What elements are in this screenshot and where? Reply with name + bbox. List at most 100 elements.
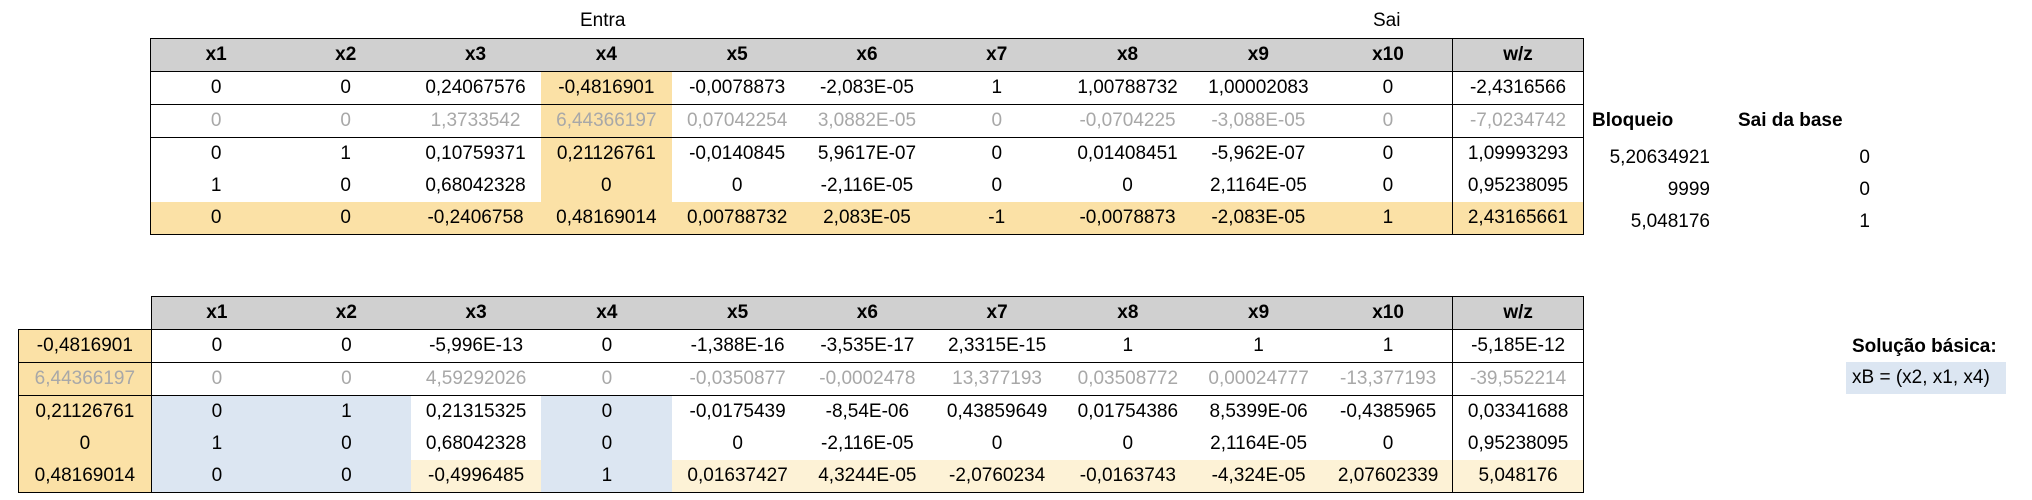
row-multiplier: 0,21126761 [18, 395, 152, 428]
table-cell: 0 [1122, 175, 1133, 196]
table-cell: -0,0078873 [1062, 202, 1193, 235]
table-cell: 0,21315325 [410, 395, 542, 428]
bloqueio-value: 5,20634921 [1609, 147, 1710, 168]
table-cell: 0 [540, 170, 672, 202]
table-cell: 0,24067576 [410, 71, 541, 105]
table-row: 0 1 0,10759371 0,21126761 -0,0140845 5,9… [150, 137, 1584, 170]
table-cell: -5,185E-12 [1452, 329, 1584, 363]
table-cell: 0 [150, 395, 282, 428]
col-header-x3: x3 [410, 296, 542, 330]
table-cell: 0,01754386 [1062, 395, 1194, 428]
table-cell: 0 [931, 137, 1063, 170]
table-cell: 0 [150, 104, 282, 138]
table-cell: 0 [732, 433, 743, 454]
col-header-wz: w/z [1452, 296, 1584, 330]
col-header-x10: x10 [1323, 296, 1454, 330]
table-cell: -0,0002478 [802, 362, 932, 396]
leaving-variable-label: Sai [1373, 10, 1401, 31]
table-cell: -1,388E-16 [672, 329, 803, 363]
entering-variable-label: Entra [580, 10, 626, 31]
col-header-x2: x2 [282, 296, 411, 330]
table-cell: 4,3244E-05 [802, 460, 932, 493]
sai-da-base-value: 0 [1859, 179, 1870, 200]
table-cell: -0,0078873 [671, 71, 803, 105]
table-cell: 0,68042328 [425, 175, 526, 196]
table-cell: 0 [991, 433, 1003, 454]
table-cell: 0 [150, 329, 282, 363]
bloqueio-value: 9999 [1667, 179, 1710, 200]
table-cell: 1,09993293 [1452, 137, 1584, 170]
table-cell: 0 [1323, 170, 1454, 202]
table-cell: 0 [1323, 428, 1454, 460]
table-cell: 0 [1122, 433, 1134, 454]
table-cell: -0,0175439 [672, 395, 803, 428]
table-cell: 3,0882E-05 [802, 104, 932, 138]
table-cell: -0,4385965 [1323, 395, 1454, 428]
table-cell: 0 [541, 329, 673, 363]
table-cell: 8,5399E-06 [1193, 395, 1324, 428]
table-cell: -13,377193 [1323, 362, 1454, 396]
table-cell: -2,083E-05 [802, 71, 932, 105]
row-multiplier: 0 [18, 428, 152, 460]
col-header-x6: x6 [802, 38, 932, 72]
bloqueio-value: 5,048176 [1630, 211, 1710, 232]
col-header-x5: x5 [672, 296, 803, 330]
table-cell: 0 [340, 175, 351, 196]
table-cell: -0,0140845 [671, 137, 803, 170]
sai-da-base-value: 0 [1859, 147, 1870, 168]
table-cell: 1,3733542 [410, 104, 541, 138]
table-cell: 0 [150, 71, 282, 105]
sai-da-base-column: 0 0 1 [1800, 142, 1870, 238]
table-cell: 1 [931, 71, 1063, 105]
table-cell: 1 [281, 137, 411, 170]
table-cell: 0 [281, 104, 411, 138]
table-cell: -0,0350877 [672, 362, 803, 396]
table-cell: 2,3315E-15 [931, 329, 1063, 363]
table-cell: 6,44366197 [540, 104, 672, 138]
bottom-header-row: x1 x2 x3 x4 x5 x6 x7 x8 x9 x10 w/z [19, 296, 1584, 330]
table-cell: -2,116E-05 [820, 175, 914, 196]
table-row: 1 0 0,68042328 0 0 -2,116E-05 0 0 2,1164… [150, 170, 1584, 202]
table-cell: 1 [1193, 329, 1324, 363]
table-cell: 0 [1323, 137, 1454, 170]
table-cell: 2,083E-05 [802, 202, 932, 235]
table-cell: 0 [282, 329, 411, 363]
table-cell: -0,4996485 [410, 460, 542, 493]
table-cell: 0,43859649 [931, 395, 1063, 428]
table-row: -0,4816901 0 0 -5,996E-13 0 -1,388E-16 -… [18, 329, 1584, 363]
top-header-row: x1 x2 x3 x4 x5 x6 x7 x8 x9 x10 w/z [150, 38, 1584, 72]
table-cell: 2,43165661 [1452, 202, 1584, 235]
table-cell: -7,0234742 [1452, 104, 1584, 138]
table-cell: -0,4816901 [540, 71, 672, 105]
table-cell: -5,962E-07 [1192, 137, 1324, 170]
table-cell: -8,54E-06 [802, 395, 932, 428]
table-cell: 1,00002083 [1192, 71, 1324, 105]
col-header-x5: x5 [671, 38, 803, 72]
col-header-x9: x9 [1192, 38, 1324, 72]
sai-da-base-header: Sai da base [1738, 110, 1843, 131]
table-cell: 0 [541, 362, 673, 396]
table-cell: -2,0760234 [931, 460, 1063, 493]
table-cell: -3,535E-17 [802, 329, 932, 363]
col-header-x3: x3 [410, 38, 541, 72]
table-cell: 0 [1323, 104, 1454, 138]
basic-solution-title: Solução básica: [1852, 336, 1997, 357]
table-cell: -3,088E-05 [1192, 104, 1324, 138]
table-cell: 0,95238095 [1452, 428, 1584, 460]
pivot-row: 0 0 -0,2406758 0,48169014 0,00788732 2,0… [150, 202, 1584, 235]
col-header-x8: x8 [1062, 38, 1193, 72]
bottom-tableau: x1 x2 x3 x4 x5 x6 x7 x8 x9 x10 w/z -0,48… [18, 296, 1584, 493]
col-header-x10: x10 [1323, 38, 1454, 72]
table-cell: 1 [541, 460, 673, 493]
table-cell: 1,00788732 [1062, 71, 1193, 105]
row-multiplier: -0,4816901 [18, 329, 152, 363]
col-header-x1: x1 [150, 38, 282, 72]
table-cell: 2,1164E-05 [1210, 433, 1308, 454]
col-header-x4: x4 [540, 38, 672, 72]
top-tableau: x1 x2 x3 x4 x5 x6 x7 x8 x9 x10 w/z 0 0 0… [150, 38, 1584, 235]
table-cell: 0 [282, 428, 411, 460]
table-cell: 1 [1062, 329, 1194, 363]
table-cell: 1 [1323, 202, 1454, 235]
pivot-cell: 0,48169014 [540, 202, 672, 235]
table-cell: -0,0163743 [1062, 460, 1194, 493]
